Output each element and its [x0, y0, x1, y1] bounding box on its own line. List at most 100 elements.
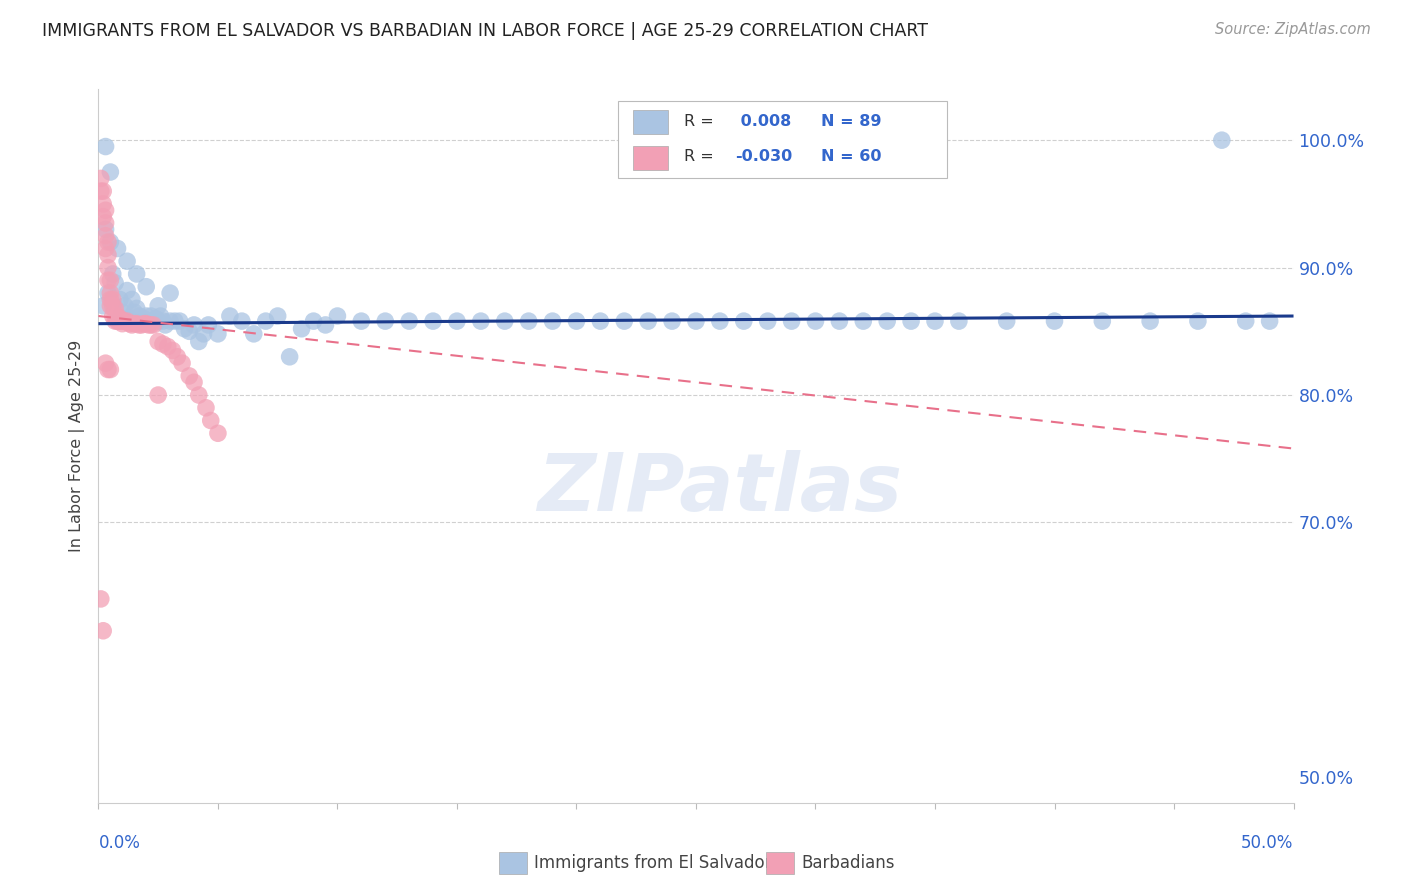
- Point: [709, 314, 731, 328]
- Point: [326, 309, 349, 323]
- Point: [115, 254, 138, 268]
- Point: [121, 318, 143, 332]
- Point: [138, 318, 160, 332]
- Text: ZIPatlas: ZIPatlas: [537, 450, 903, 528]
- Point: [107, 314, 129, 328]
- Text: Source: ZipAtlas.com: Source: ZipAtlas.com: [1215, 22, 1371, 37]
- Point: [149, 309, 172, 323]
- Point: [98, 362, 122, 376]
- Point: [98, 293, 122, 307]
- Point: [132, 317, 155, 331]
- Point: [139, 309, 162, 323]
- Text: 0.0%: 0.0%: [98, 834, 141, 852]
- Point: [187, 388, 209, 402]
- Point: [1211, 133, 1233, 147]
- Point: [517, 314, 540, 328]
- Point: [98, 165, 122, 179]
- Bar: [633, 145, 668, 169]
- Point: [135, 309, 157, 323]
- Point: [94, 242, 117, 256]
- FancyBboxPatch shape: [619, 102, 948, 178]
- Point: [179, 324, 201, 338]
- Point: [900, 314, 922, 328]
- Text: IMMIGRANTS FROM EL SALVADOR VS BARBADIAN IN LABOR FORCE | AGE 25-29 CORRELATION : IMMIGRANTS FROM EL SALVADOR VS BARBADIAN…: [42, 22, 928, 40]
- Point: [152, 314, 174, 328]
- Point: [156, 340, 179, 354]
- Point: [125, 267, 148, 281]
- Point: [94, 139, 117, 153]
- Point: [114, 314, 136, 328]
- Point: [97, 273, 120, 287]
- Point: [1187, 314, 1209, 328]
- Point: [183, 318, 205, 332]
- Point: [1258, 314, 1281, 328]
- Text: 50.0%: 50.0%: [1241, 834, 1294, 852]
- Point: [121, 293, 143, 307]
- Point: [685, 314, 707, 328]
- Point: [90, 171, 112, 186]
- Point: [183, 376, 205, 390]
- Point: [828, 314, 851, 328]
- Point: [132, 311, 155, 326]
- Point: [194, 401, 218, 415]
- Point: [94, 216, 117, 230]
- Point: [125, 317, 148, 331]
- Point: [128, 309, 150, 323]
- Point: [374, 314, 396, 328]
- Point: [852, 314, 875, 328]
- Point: [756, 314, 779, 328]
- Point: [101, 309, 124, 323]
- Point: [231, 314, 253, 328]
- Point: [98, 286, 122, 301]
- Point: [94, 228, 117, 243]
- Point: [661, 314, 683, 328]
- Point: [470, 314, 492, 328]
- Point: [613, 314, 636, 328]
- Point: [104, 276, 127, 290]
- Point: [104, 301, 127, 316]
- Point: [254, 314, 277, 328]
- Point: [101, 293, 124, 307]
- Text: 0.008: 0.008: [735, 114, 792, 128]
- Point: [94, 356, 117, 370]
- Point: [124, 317, 146, 331]
- Point: [98, 273, 122, 287]
- Point: [145, 311, 167, 326]
- Point: [108, 293, 131, 307]
- Text: N = 89: N = 89: [821, 114, 882, 128]
- Point: [948, 314, 970, 328]
- Point: [98, 299, 122, 313]
- Point: [159, 314, 181, 328]
- Point: [243, 326, 266, 341]
- Point: [179, 368, 201, 383]
- Point: [207, 326, 229, 341]
- Point: [166, 350, 188, 364]
- Point: [148, 334, 170, 349]
- Point: [142, 318, 165, 332]
- Point: [291, 322, 314, 336]
- Point: [219, 309, 242, 323]
- Point: [876, 314, 898, 328]
- Point: [446, 314, 468, 328]
- Point: [350, 314, 373, 328]
- Point: [169, 314, 191, 328]
- Point: [1091, 314, 1114, 328]
- Point: [267, 309, 290, 323]
- Point: [139, 318, 162, 332]
- Point: [94, 222, 117, 236]
- Point: [108, 314, 131, 328]
- Point: [131, 318, 153, 332]
- Point: [152, 337, 174, 351]
- Point: [90, 184, 112, 198]
- Point: [91, 197, 114, 211]
- Point: [111, 314, 134, 328]
- Point: [111, 305, 134, 319]
- Point: [108, 311, 131, 326]
- Point: [804, 314, 827, 328]
- Point: [101, 267, 124, 281]
- Point: [193, 326, 215, 341]
- Point: [565, 314, 588, 328]
- Point: [924, 314, 946, 328]
- Point: [101, 299, 124, 313]
- Point: [494, 314, 516, 328]
